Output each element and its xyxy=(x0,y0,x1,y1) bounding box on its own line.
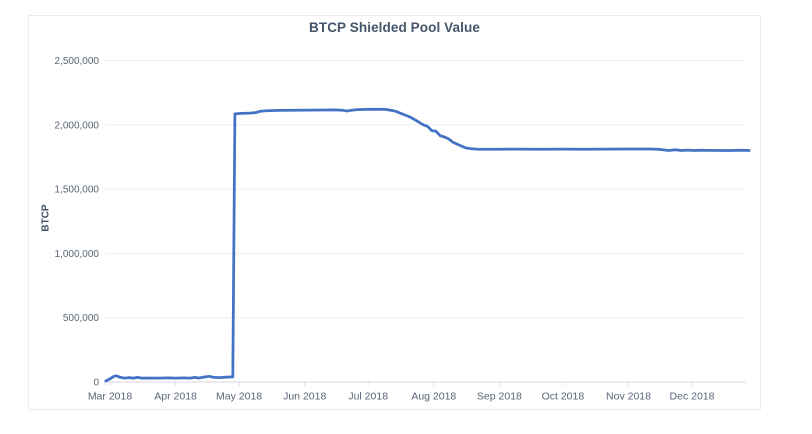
x-tick-label: Apr 2018 xyxy=(154,391,197,403)
x-tick-label: Dec 2018 xyxy=(670,391,715,403)
x-tick-label: Nov 2018 xyxy=(606,391,651,403)
x-tick-label: Sep 2018 xyxy=(477,391,522,403)
chart-frame xyxy=(28,15,761,410)
y-tick-label: 1,000,000 xyxy=(55,249,100,260)
y-tick-label: 2,000,000 xyxy=(55,120,100,131)
x-tick-label: Jun 2018 xyxy=(283,391,326,403)
y-tick-label: 2,500,000 xyxy=(55,56,100,67)
y-tick-label: 0 xyxy=(93,378,99,389)
x-tick-label: Oct 2018 xyxy=(542,391,585,403)
x-tick-label: Aug 2018 xyxy=(411,391,456,403)
x-tick-label: Mar 2018 xyxy=(88,391,133,403)
chart-title: BTCP Shielded Pool Value xyxy=(309,20,480,35)
data-line xyxy=(104,107,751,383)
x-tick-label: May 2018 xyxy=(216,391,262,403)
y-axis-title: BTCP xyxy=(40,204,52,232)
y-tick-label: 1,500,000 xyxy=(55,185,100,196)
y-tick-label: 500,000 xyxy=(63,313,100,324)
x-tick-label: Jul 2018 xyxy=(348,391,388,403)
